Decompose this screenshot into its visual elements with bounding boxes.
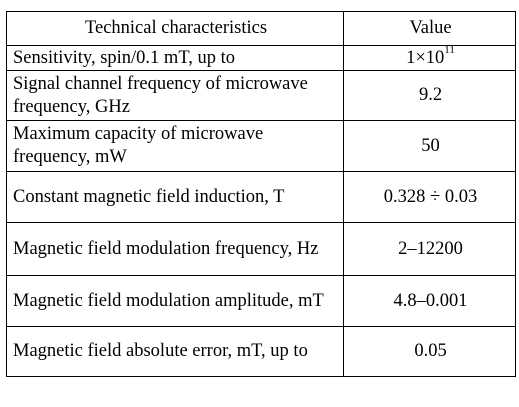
characteristic-name: Constant magnetic field induction, T bbox=[6, 171, 344, 223]
characteristic-value: 2–12200 bbox=[343, 222, 516, 276]
characteristic-name: Signal channel frequency of microwave fr… bbox=[6, 70, 344, 121]
characteristic-name: Magnetic field absolute error, mT, up to bbox=[6, 326, 344, 377]
table-row: Constant magnetic field induction, T 0.3… bbox=[6, 171, 516, 223]
table-row: Magnetic field modulation frequency, Hz … bbox=[6, 222, 516, 276]
characteristic-name: Magnetic field modulation frequency, Hz bbox=[6, 222, 344, 276]
column-header-value: Value bbox=[343, 11, 516, 46]
characteristic-value: 50 bbox=[343, 120, 516, 172]
characteristic-value: 4.8–0.001 bbox=[343, 275, 516, 327]
characteristic-value: 1×1011 bbox=[343, 44, 516, 71]
characteristic-name: Sensitivity, spin/0.1 mT, up to bbox=[6, 45, 344, 71]
table-row: Magnetic field modulation amplitude, mT … bbox=[6, 275, 516, 327]
value-exponent: 11 bbox=[444, 44, 455, 57]
table-row: Magnetic field absolute error, mT, up to… bbox=[6, 326, 516, 377]
table-header-row: Technical characteristics Value bbox=[6, 11, 516, 46]
characteristic-value: 0.05 bbox=[343, 326, 516, 377]
table-row: Signal channel frequency of microwave fr… bbox=[6, 70, 516, 121]
value-base: 1×10 bbox=[406, 47, 445, 68]
characteristic-name: Magnetic field modulation amplitude, mT bbox=[6, 275, 344, 327]
characteristic-value: 9.2 bbox=[343, 70, 516, 121]
characteristic-value: 0.328 ÷ 0.03 bbox=[343, 171, 516, 223]
table-row: Sensitivity, spin/0.1 mT, up to 1×1011 bbox=[6, 44, 516, 71]
characteristic-name: Maximum capacity of microwave frequency,… bbox=[6, 120, 344, 172]
technical-characteristics-table: Technical characteristics Value Sensitiv… bbox=[6, 11, 516, 377]
table-row: Maximum capacity of microwave frequency,… bbox=[6, 120, 516, 172]
column-header-characteristics: Technical characteristics bbox=[6, 11, 344, 46]
